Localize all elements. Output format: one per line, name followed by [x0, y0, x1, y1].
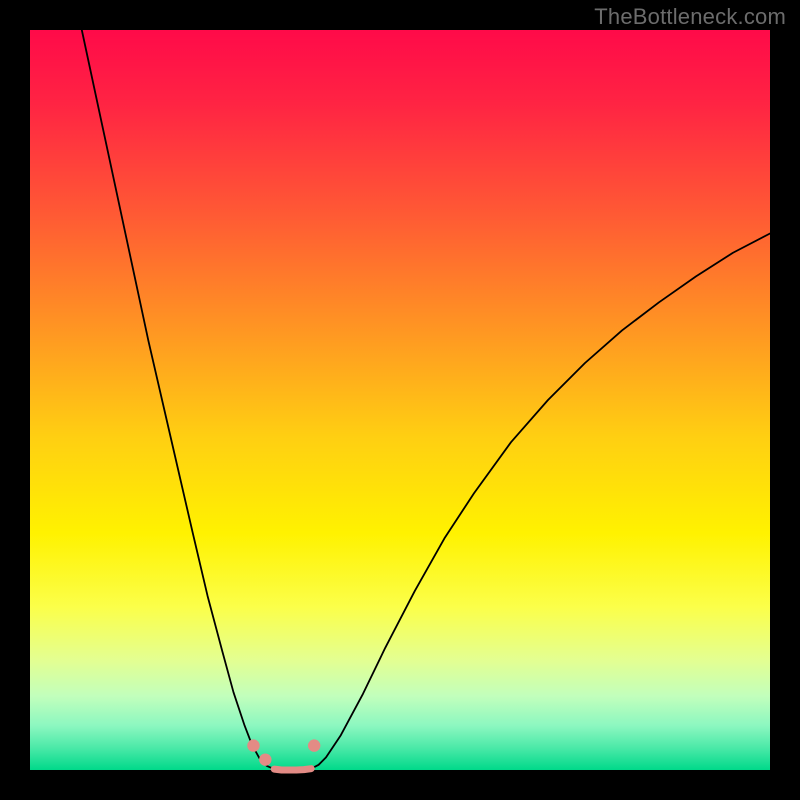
chart-svg [0, 0, 800, 800]
curve-trough-highlight [274, 769, 311, 770]
plot-background [30, 30, 770, 770]
chart-container: TheBottleneck.com [0, 0, 800, 800]
watermark-label: TheBottleneck.com [594, 4, 786, 30]
curve-marker-2 [308, 739, 320, 751]
curve-marker-1 [259, 753, 271, 765]
curve-marker-0 [247, 739, 259, 751]
